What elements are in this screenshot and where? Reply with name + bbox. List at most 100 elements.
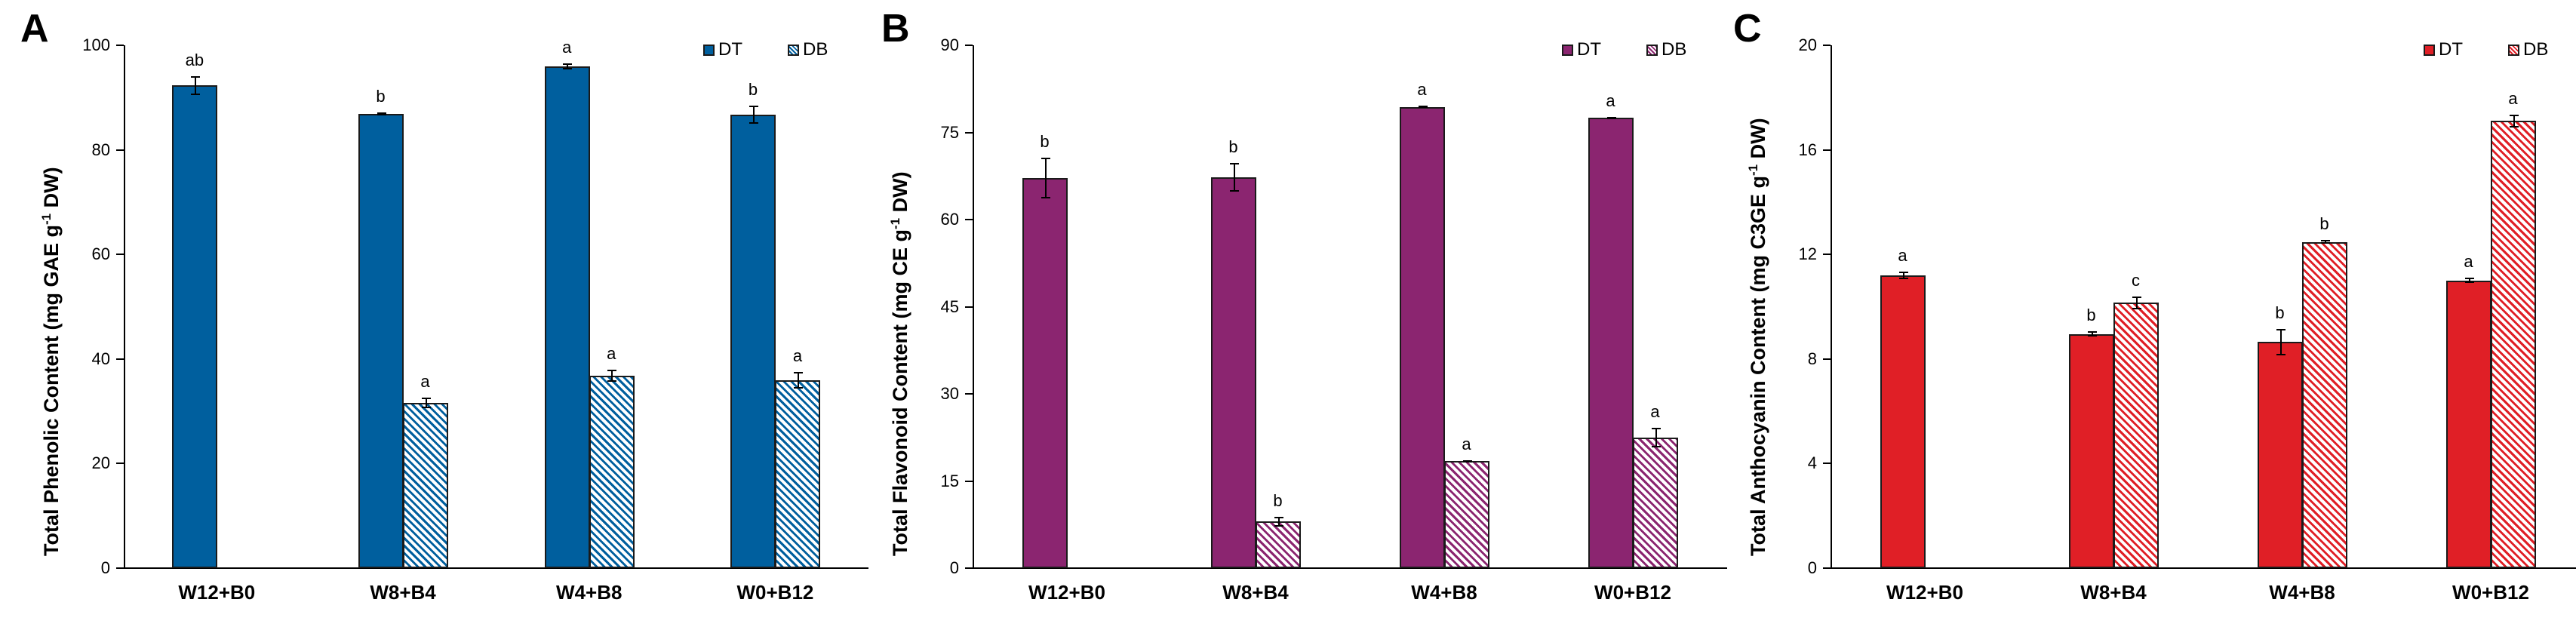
significance-letter: a (2464, 252, 2473, 272)
category-label: W8+B4 (1222, 581, 1289, 604)
significance-letter: a (420, 372, 430, 392)
bar-dt (2069, 333, 2114, 568)
category-label: W4+B8 (556, 581, 622, 604)
y-tick-label: 0 (1807, 558, 1817, 577)
legend-item-db: DB (2508, 39, 2548, 60)
y-tick (1823, 45, 1831, 46)
category-label: W8+B4 (2080, 581, 2147, 604)
error-bar (377, 112, 386, 116)
bar-dt (544, 66, 590, 568)
significance-letter: a (1650, 401, 1660, 421)
y-tick-label: 100 (82, 35, 110, 54)
legend-swatch (1562, 44, 1573, 56)
panel-letter: B (881, 7, 910, 51)
y-tick (116, 45, 124, 46)
y-tick (116, 567, 124, 569)
bar-db (2302, 241, 2347, 568)
legend-item-dt: DT (1562, 39, 1601, 60)
y-tick-label: 90 (940, 35, 959, 54)
legend-label: DT (1577, 39, 1601, 60)
error-bar (1898, 271, 1908, 280)
legend-label: DB (1661, 39, 1687, 60)
category-label: W0+B12 (2452, 581, 2529, 604)
y-tick (965, 567, 973, 569)
significance-letter: a (2508, 88, 2518, 108)
y-tick (1823, 254, 1831, 256)
y-tick (116, 149, 124, 151)
significance-letter: b (748, 80, 758, 100)
y-tick-label: 0 (100, 558, 110, 577)
error-bar (1606, 116, 1616, 119)
y-tick-label: 20 (1798, 35, 1817, 54)
y-tick (116, 463, 124, 465)
legend-swatch (2424, 44, 2435, 56)
significance-letter: c (2132, 270, 2140, 290)
error-bar (1229, 162, 1239, 192)
significance-letter: b (2319, 214, 2329, 233)
y-tick (1823, 463, 1831, 465)
panel-letter: C (1733, 7, 1762, 51)
error-bar (1651, 427, 1661, 448)
significance-letter: ab (185, 50, 204, 69)
y-axis (124, 45, 125, 568)
legend: DT DB (2424, 39, 2576, 60)
y-tick (1823, 567, 1831, 569)
y-tick (965, 219, 973, 220)
error-bar (2509, 114, 2519, 128)
y-tick (965, 45, 973, 46)
legend-item-dt: DT (703, 39, 742, 60)
error-bar (2132, 296, 2141, 310)
category-label: W4+B8 (2269, 581, 2335, 604)
error-bar (2087, 331, 2097, 337)
y-tick-label: 15 (940, 471, 959, 490)
y-tick-label: 40 (91, 349, 110, 368)
bar-dt (1588, 118, 1634, 568)
y-tick-label: 30 (940, 384, 959, 403)
significance-letter: b (1228, 137, 1238, 156)
y-tick (116, 254, 124, 256)
legend-label: DB (2523, 39, 2549, 60)
legend-label: DT (718, 39, 742, 60)
x-axis (965, 567, 1727, 569)
y-tick (965, 393, 973, 395)
significance-letter: a (792, 346, 803, 366)
error-bar (421, 398, 431, 408)
legend-swatch (2508, 44, 2519, 56)
bar-db (589, 375, 635, 568)
error-bar (190, 75, 200, 95)
bar-db (2113, 303, 2159, 568)
bar-dt (1880, 275, 1926, 568)
y-tick (1823, 149, 1831, 151)
error-bar (1418, 106, 1428, 109)
legend-label: DB (803, 39, 828, 60)
legend-label: DT (2439, 39, 2463, 60)
significance-letter: b (1040, 131, 1050, 151)
y-tick-label: 60 (940, 210, 959, 229)
category-label: W0+B12 (736, 581, 814, 604)
y-tick (116, 358, 124, 360)
error-bar (1041, 157, 1050, 198)
error-bar (2320, 239, 2330, 244)
error-bar (563, 63, 573, 70)
category-label: W0+B12 (1594, 581, 1671, 604)
error-bar (1462, 459, 1472, 463)
bar-dt (1022, 177, 1068, 568)
significance-letter: a (1898, 245, 1907, 265)
category-label: W12+B0 (1886, 581, 1963, 604)
error-bar (1274, 517, 1283, 527)
category-label: W8+B4 (370, 581, 436, 604)
y-tick-label: 45 (940, 297, 959, 316)
legend-item-db: DB (1646, 39, 1686, 60)
y-tick-label: 0 (949, 558, 959, 577)
bar-dt (172, 85, 218, 568)
error-bar (749, 106, 758, 124)
error-bar (607, 369, 617, 383)
y-tick-label: 60 (91, 244, 110, 264)
significance-letter: a (607, 343, 616, 363)
bar-dt (2258, 342, 2303, 568)
error-bar (2276, 328, 2286, 355)
y-axis (973, 45, 974, 568)
